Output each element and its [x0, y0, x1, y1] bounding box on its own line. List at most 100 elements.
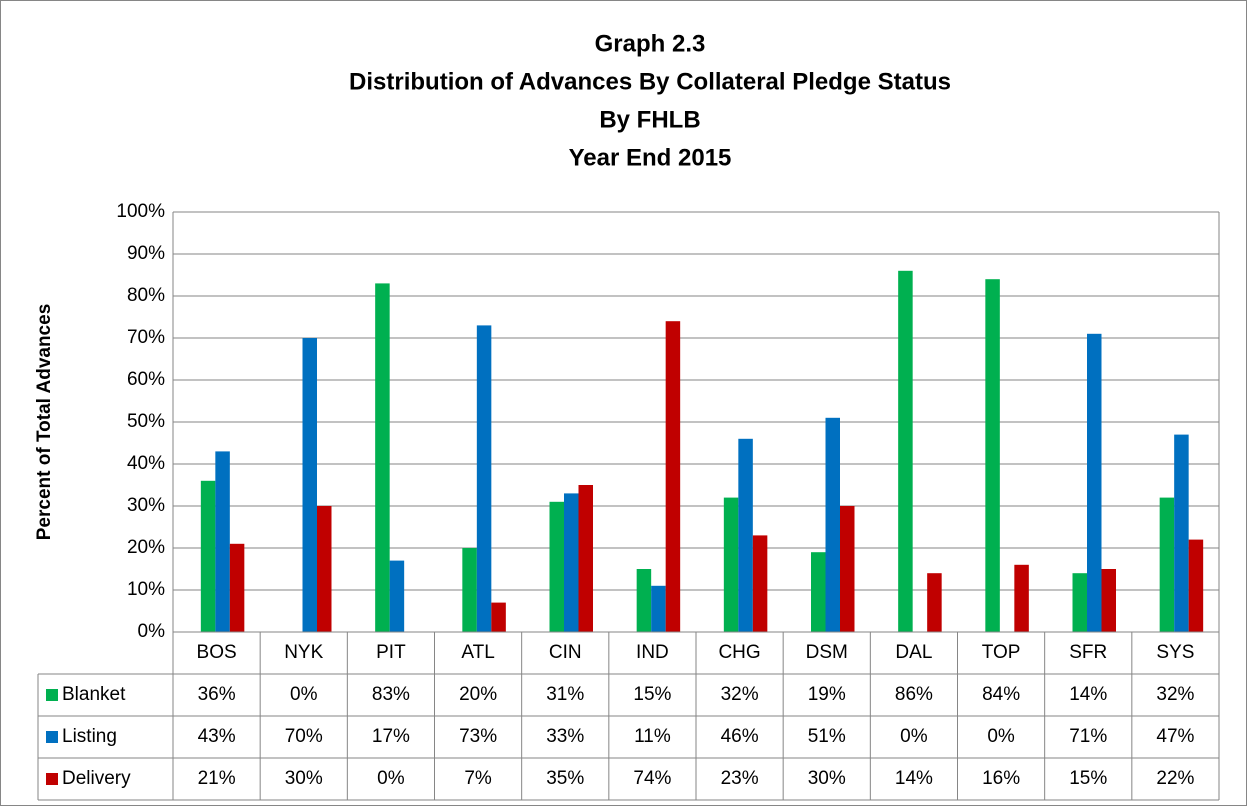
table-cell: 70% [285, 726, 323, 747]
y-tick-label: 80% [127, 285, 165, 306]
x-tick-label: PIT [376, 642, 406, 663]
x-tick-label: TOP [982, 642, 1021, 663]
table-cell: 16% [982, 768, 1020, 789]
bar [665, 321, 681, 632]
table-cell: 32% [721, 684, 759, 705]
legend-label: Delivery [62, 768, 131, 789]
legend-swatch [46, 689, 58, 701]
chart-title: Distribution of Advances By Collateral P… [349, 68, 951, 95]
table-cell: 33% [546, 726, 584, 747]
bar [840, 506, 855, 632]
x-tick-label: SYS [1156, 642, 1194, 663]
table-cell: 83% [372, 684, 410, 705]
table-cell: 73% [459, 726, 497, 747]
bar [1159, 497, 1175, 632]
bar [738, 438, 753, 632]
bar [302, 338, 317, 632]
y-tick-label: 90% [127, 243, 165, 264]
y-axis-label: Percent of Total Advances [34, 304, 55, 541]
table-cell: 22% [1156, 768, 1194, 789]
chart-title: Year End 2015 [569, 144, 732, 171]
bar [389, 560, 405, 632]
y-tick-label: 100% [116, 201, 165, 222]
bar [985, 279, 1000, 632]
y-tick-label: 0% [138, 621, 166, 642]
y-tick-label: 20% [127, 537, 165, 558]
bar [215, 451, 230, 632]
bar [811, 552, 826, 632]
table-cell: 47% [1156, 726, 1194, 747]
table-cell: 0% [377, 768, 405, 789]
table-cell: 30% [808, 768, 846, 789]
table-cell: 23% [721, 768, 759, 789]
bar [317, 506, 332, 632]
table-cell: 14% [1069, 684, 1107, 705]
table-cell: 86% [895, 684, 933, 705]
table-cell: 35% [546, 768, 584, 789]
table-cell: 36% [198, 684, 236, 705]
table-cell: 46% [721, 726, 759, 747]
y-tick-label: 10% [127, 579, 165, 600]
bar [825, 417, 840, 632]
table-cell: 43% [198, 726, 236, 747]
bar [476, 325, 492, 632]
bar [651, 585, 666, 632]
y-tick-label: 30% [127, 495, 165, 516]
table-cell: 15% [1069, 768, 1107, 789]
legend-label: Listing [62, 726, 117, 747]
table-cell: 11% [634, 726, 671, 747]
bar [229, 543, 245, 632]
bar [564, 493, 579, 632]
table-cell: 7% [464, 768, 492, 789]
x-tick-label: NYK [284, 642, 323, 663]
x-tick-label: CIN [549, 642, 582, 663]
bar [1072, 573, 1087, 632]
bar [1188, 539, 1204, 632]
table-cell: 15% [633, 684, 671, 705]
bar [462, 548, 477, 632]
table-cell: 74% [633, 768, 671, 789]
table-cell: 19% [808, 684, 846, 705]
table-cell: 21% [198, 768, 236, 789]
bar [1087, 333, 1102, 632]
bar [200, 480, 216, 632]
y-tick-label: 70% [127, 327, 165, 348]
x-tick-label: BOS [197, 642, 237, 663]
legend-label: Blanket [62, 684, 126, 705]
x-tick-label: IND [636, 642, 669, 663]
table-cell: 30% [285, 768, 323, 789]
bar [375, 283, 390, 632]
chart-title: Graph 2.3 [595, 30, 706, 57]
bar [723, 497, 739, 632]
x-tick-label: DSM [806, 642, 848, 663]
y-tick-label: 50% [127, 411, 165, 432]
table-cell: 0% [987, 726, 1015, 747]
bar [1101, 569, 1116, 632]
bar [927, 573, 942, 632]
bar [898, 270, 913, 632]
table-cell: 14% [895, 768, 933, 789]
bar [1174, 434, 1189, 632]
table-cell: 84% [982, 684, 1020, 705]
table-cell: 0% [900, 726, 928, 747]
x-tick-label: ATL [461, 642, 494, 663]
y-tick-label: 40% [127, 453, 165, 474]
bar [1014, 564, 1029, 632]
x-tick-label: DAL [895, 642, 932, 663]
y-tick-label: 60% [127, 369, 165, 390]
bar [578, 485, 593, 632]
table-cell: 20% [459, 684, 497, 705]
table-cell: 17% [372, 726, 410, 747]
bar [636, 569, 652, 632]
legend-swatch [46, 773, 58, 785]
table-cell: 51% [808, 726, 846, 747]
bar [491, 602, 506, 632]
table-cell: 71% [1069, 726, 1107, 747]
legend-swatch [46, 731, 58, 743]
table-cell: 0% [290, 684, 318, 705]
table-cell: 31% [546, 684, 584, 705]
bar [752, 535, 768, 632]
table-cell: 32% [1156, 684, 1194, 705]
